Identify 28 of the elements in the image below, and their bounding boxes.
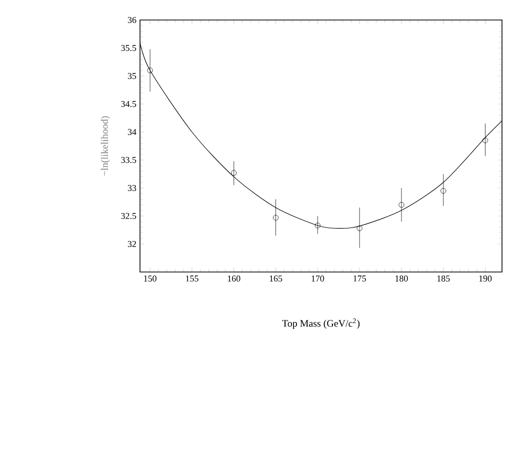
point [231, 170, 237, 176]
y-axis-title: −ln(likelihood) [100, 116, 110, 176]
point [356, 226, 362, 232]
x-tick-label: 160 [228, 276, 240, 282]
y-tick-label: 32 [128, 240, 136, 248]
y-tick-label: 33 [128, 184, 136, 192]
y-tick-label: 34 [128, 128, 136, 136]
point [147, 68, 153, 74]
y-tick-label: 35 [128, 72, 136, 80]
point [398, 202, 404, 208]
y-tick-label: 36 [128, 16, 136, 24]
x-tick-label: 190 [479, 276, 492, 282]
x-tick-label: 165 [270, 276, 282, 282]
x-tick-label: 180 [396, 276, 408, 282]
y-tick-label: 32.5 [121, 212, 136, 220]
point [314, 222, 320, 228]
x-tick-label: 155 [186, 276, 198, 282]
y-tick-label: 33.5 [121, 156, 136, 164]
x-axis-title: Top Mass (GeV/c$^{2}$) [282, 318, 360, 329]
x-tick-label: 185 [437, 276, 450, 282]
point [440, 188, 446, 194]
point [482, 138, 488, 144]
x-tick-label: 170 [312, 276, 324, 282]
point [272, 214, 279, 220]
x-tick-label: 150 [144, 276, 156, 282]
y-tick-label: 34.5 [121, 100, 136, 108]
x-tick-label: 175 [354, 276, 366, 282]
y-tick-label: 35.5 [121, 44, 136, 52]
